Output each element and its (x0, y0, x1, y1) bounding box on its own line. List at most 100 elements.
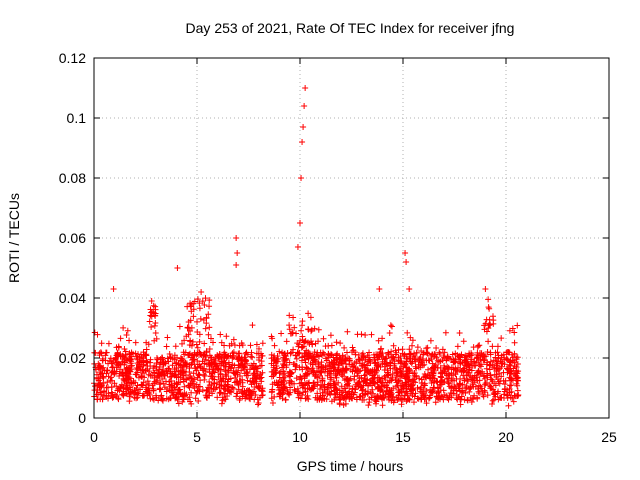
data-point (164, 334, 171, 341)
data-point (185, 331, 192, 338)
data-point (420, 349, 427, 356)
data-point (437, 350, 444, 357)
data-point (346, 391, 353, 398)
data-point (425, 357, 432, 364)
data-point (140, 392, 147, 399)
data-point (113, 383, 120, 390)
data-point (460, 338, 467, 345)
data-point (477, 363, 484, 370)
data-point (305, 310, 312, 317)
data-point (402, 388, 409, 395)
data-point (409, 370, 416, 377)
data-point (195, 398, 202, 405)
data-point (414, 384, 421, 391)
data-point (351, 349, 358, 356)
data-point (482, 353, 489, 360)
data-point (182, 392, 189, 399)
data-point (432, 364, 439, 371)
data-point (494, 365, 501, 372)
data-point (130, 380, 137, 387)
data-point (495, 355, 502, 362)
data-point (467, 394, 474, 401)
y-tick-label: 0.06 (59, 230, 86, 246)
data-point (220, 385, 227, 392)
data-point (390, 342, 397, 349)
data-point (394, 372, 401, 379)
highlight-point (402, 250, 409, 256)
data-point (466, 372, 473, 379)
data-point (351, 389, 358, 396)
data-point (118, 381, 125, 388)
data-point (399, 368, 406, 375)
x-tick-label: 25 (601, 429, 617, 445)
data-point (197, 315, 204, 322)
data-point (489, 343, 496, 350)
data-point (463, 372, 470, 379)
data-point (250, 379, 257, 386)
data-point (318, 369, 325, 376)
data-point (206, 378, 213, 385)
data-point (297, 337, 304, 344)
data-point (108, 384, 115, 391)
data-point (158, 393, 165, 400)
data-point (268, 373, 275, 380)
data-point (196, 338, 203, 345)
data-point (406, 396, 413, 403)
data-point (415, 361, 422, 368)
data-point (176, 323, 183, 330)
data-point (444, 353, 451, 360)
data-point (442, 329, 449, 336)
data-point (211, 369, 218, 376)
data-point (365, 358, 372, 365)
data-point (143, 358, 150, 365)
data-point (384, 360, 391, 367)
data-point (369, 386, 376, 393)
data-point (187, 337, 194, 344)
data-point (299, 322, 306, 329)
data-point (298, 357, 305, 364)
data-point (340, 366, 347, 373)
data-point (466, 350, 473, 357)
data-point (293, 355, 300, 362)
data-point (387, 365, 394, 372)
data-point (109, 364, 116, 371)
data-point (280, 361, 287, 368)
data-point (171, 372, 178, 379)
data-point (286, 326, 293, 333)
data-point (432, 399, 439, 406)
data-point (208, 361, 215, 368)
data-point (248, 353, 255, 360)
data-point (236, 362, 243, 369)
data-point (428, 389, 435, 396)
data-point (462, 390, 469, 397)
data-point (238, 340, 245, 347)
data-point (206, 345, 213, 352)
data-point (407, 358, 414, 365)
data-point (105, 360, 112, 367)
data-point (115, 395, 122, 402)
data-point (172, 385, 179, 392)
data-point (119, 352, 126, 359)
highlight-point (294, 244, 301, 250)
data-point (404, 329, 411, 336)
data-point (492, 382, 499, 389)
data-point (439, 377, 446, 384)
data-point (450, 359, 457, 366)
data-point (402, 373, 409, 380)
data-point (311, 349, 318, 356)
data-point (498, 335, 505, 342)
data-point (239, 383, 246, 390)
data-points (91, 85, 522, 409)
data-point (459, 387, 466, 394)
data-point (498, 373, 505, 380)
data-point (356, 375, 363, 382)
data-point (126, 351, 133, 358)
data-point (169, 362, 176, 369)
data-point (159, 354, 166, 361)
data-point (287, 384, 294, 391)
data-point (358, 384, 365, 391)
data-point (134, 382, 141, 389)
data-point (457, 401, 464, 408)
data-point (175, 379, 182, 386)
data-point (396, 388, 403, 395)
